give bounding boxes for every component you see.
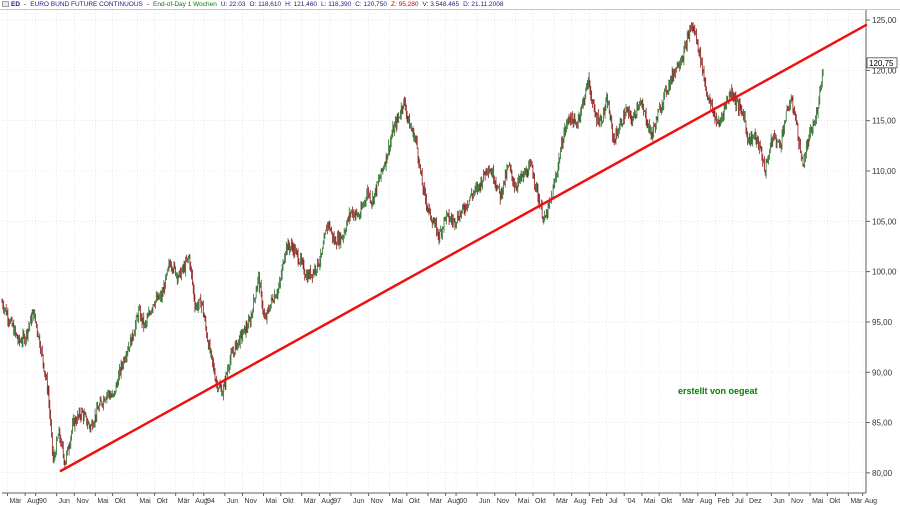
x-tick-label: Jul [735, 498, 744, 505]
x-tick-label: Okt [283, 498, 294, 505]
x-tick-label: Dez [749, 498, 762, 505]
x-tick-label: Feb [717, 498, 729, 505]
y-tick-label: 100,00 [872, 268, 897, 277]
instrument-name: EURO BUND FUTURE CONTINUOUS [30, 1, 143, 8]
x-tick-label: Mär [682, 498, 695, 505]
close-value: C: 120,750 [355, 1, 388, 8]
y-tick-label: 115,00 [872, 117, 896, 126]
date-value: D: 21.11.2008 [463, 1, 504, 8]
author-watermark: erstellt von oegeat [678, 386, 758, 396]
x-tick-label: '94 [206, 498, 215, 505]
plot-area [2, 10, 866, 493]
y-tick-label: 95,00 [872, 318, 893, 327]
y-tick-label: 125,00 [872, 16, 897, 25]
x-tick-label: Okt [409, 498, 420, 505]
x-tick-label: Aug [448, 498, 461, 505]
x-tick-label: '97 [332, 498, 341, 505]
y-tick-label: 110,00 [872, 167, 896, 176]
x-tick-label: Aug [700, 498, 713, 505]
x-tick-label: Aug [321, 498, 334, 505]
chart-title-bar: ED - EURO BUND FUTURE CONTINUOUS - End-of-Da… [0, 0, 900, 10]
period-label: End-of-Day 1 Wochen [153, 1, 217, 8]
x-tick-label: Mai [266, 498, 278, 505]
x-tick-label: Nov [244, 498, 257, 505]
x-tick-label: Jul [609, 498, 618, 505]
time-value: U: 22:03 [220, 1, 246, 8]
x-tick-label: Mai [812, 498, 824, 505]
x-tick-label: Aug [195, 498, 208, 505]
x-tick-label: Nov [76, 498, 89, 505]
x-tick-label: Mär [304, 498, 317, 505]
x-tick-label: '90 [38, 498, 47, 505]
x-tick-label: Mär [556, 498, 569, 505]
x-tick-label: Okt [157, 498, 168, 505]
symbol-label: ED [11, 1, 21, 8]
trendline [59, 23, 868, 473]
x-tick-label: Jun [353, 498, 364, 505]
window-menu-icon[interactable] [2, 1, 9, 7]
y-tick-label: 90,00 [872, 368, 893, 377]
z-value: Z: 95,280 [391, 1, 419, 8]
x-tick-label: Mai [139, 498, 151, 505]
y-tick-label: 120,00 [872, 66, 897, 75]
x-tick-label: Mär [9, 498, 22, 505]
x-tick-label: Aug [27, 498, 40, 505]
low-value: L: 118,390 [320, 1, 352, 8]
x-tick-label: Feb [591, 498, 603, 505]
last-price-label: 120,75 [869, 59, 894, 68]
x-tick-label: Nov [497, 498, 510, 505]
y-tick-label: 105,00 [872, 217, 897, 226]
x-tick-label: Jun [59, 498, 70, 505]
x-tick-label: '00 [458, 498, 467, 505]
x-tick-label: Aug [865, 498, 878, 505]
x-tick-label: Mai [392, 498, 404, 505]
x-tick-label: Mär [850, 498, 863, 505]
y-tick-label: 85,00 [872, 419, 893, 428]
x-tick-label: Okt [535, 498, 546, 505]
x-tick-label: '04 [626, 498, 635, 505]
x-tick-label: Mai [518, 498, 530, 505]
x-tick-label: Nov [791, 498, 804, 505]
y-tick-label: 80,00 [872, 469, 893, 478]
x-tick-label: Jun [227, 498, 238, 505]
open-value: O: 118,610 [249, 1, 282, 8]
x-tick-label: Mär [178, 498, 191, 505]
x-tick-label: Jun [773, 498, 784, 505]
x-tick-label: Okt [115, 498, 126, 505]
x-tick-label: Mai [644, 498, 656, 505]
high-value: H: 121,460 [285, 1, 317, 8]
volume-value: V: 3.548.465 [422, 1, 460, 8]
x-tick-label: Mär [430, 498, 443, 505]
x-tick-label: Aug [574, 498, 587, 505]
x-tick-label: Okt [661, 498, 672, 505]
x-tick-label: Mai [97, 498, 109, 505]
x-tick-label: Okt [829, 498, 840, 505]
last-price-box [866, 57, 898, 69]
x-tick-label: Jun [479, 498, 490, 505]
x-tick-label: Nov [371, 498, 384, 505]
